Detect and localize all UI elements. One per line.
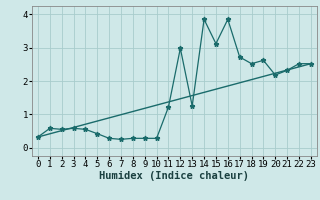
- X-axis label: Humidex (Indice chaleur): Humidex (Indice chaleur): [100, 171, 249, 181]
